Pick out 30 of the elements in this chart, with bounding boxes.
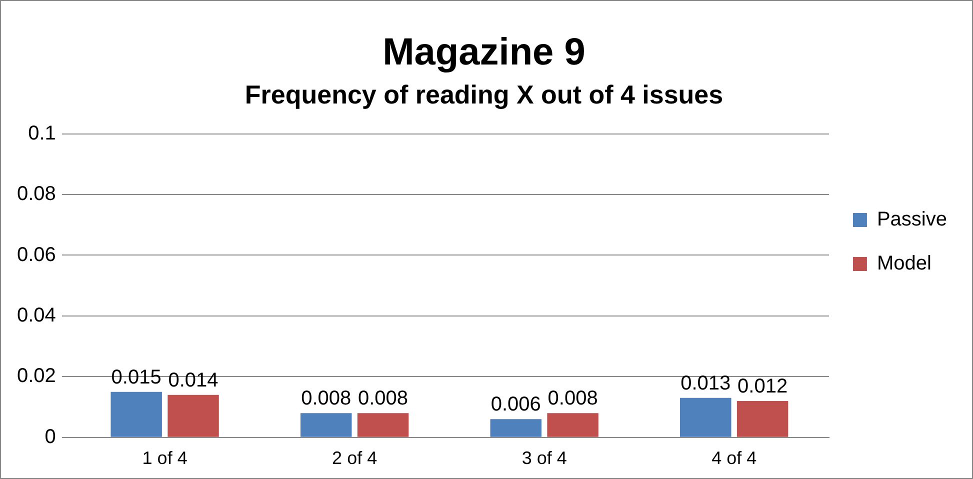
data-label: 0.008: [301, 388, 352, 410]
data-label: 0.012: [738, 375, 788, 398]
y-tick-label: 0.02: [16, 365, 56, 388]
legend-label: Model: [876, 252, 932, 275]
data-label: 0.006: [490, 394, 541, 416]
bar: [680, 398, 732, 437]
bar: [300, 413, 352, 437]
chart-title: Magazine 9: [382, 31, 586, 74]
x-tick-label: 3 of 4: [522, 448, 567, 468]
bar: [168, 394, 219, 437]
chart-subtitle: Frequency of reading X out of 4 issues: [244, 79, 724, 110]
bar: [547, 413, 598, 437]
x-tick-label: 4 of 4: [712, 448, 757, 468]
bar: [490, 419, 542, 437]
data-label: 0.008: [548, 388, 598, 410]
y-tick-label: 0.1: [28, 122, 56, 144]
bar: [357, 413, 409, 437]
data-label: 0.014: [168, 369, 218, 392]
legend-label: Passive: [876, 208, 947, 231]
x-tick-label: 2 of 4: [332, 448, 378, 468]
y-tick-label: 0.08: [16, 183, 56, 206]
data-label: 0.013: [680, 372, 731, 394]
bar: [110, 392, 162, 437]
data-label: 0.015: [111, 366, 162, 388]
data-label: 0.008: [358, 388, 408, 410]
bar: [736, 400, 788, 437]
y-tick-label: 0.04: [16, 304, 56, 326]
y-tick-label: 0.06: [16, 244, 56, 266]
x-tick-label: 1 of 4: [142, 448, 188, 468]
y-tick-label: 0: [44, 426, 56, 448]
